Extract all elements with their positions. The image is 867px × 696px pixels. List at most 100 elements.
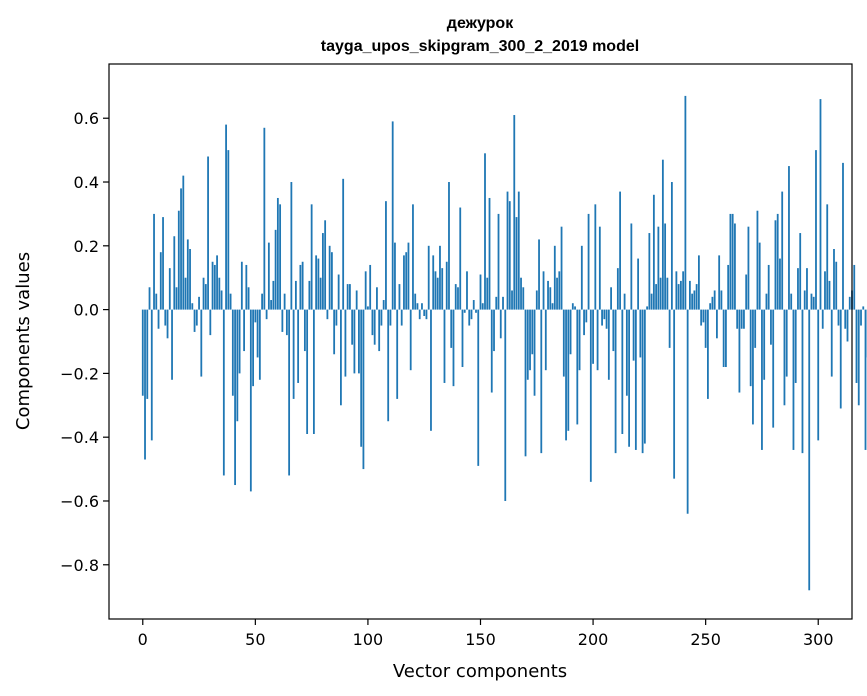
bar-component-75 — [310, 204, 313, 310]
bar-component-314 — [848, 296, 851, 310]
bar-component-17 — [180, 188, 182, 310]
bar-component-19 — [184, 277, 187, 310]
bar-component-287 — [788, 166, 790, 310]
bar-component-276 — [763, 309, 766, 380]
bar-component-214 — [623, 293, 626, 310]
bar-component-73 — [306, 309, 309, 434]
bar-component-273 — [756, 210, 759, 310]
bar-component-38 — [227, 150, 230, 310]
bar-component-243 — [688, 280, 691, 310]
bar-component-227 — [652, 194, 655, 310]
bar-component-320 — [862, 306, 865, 310]
y-tick-label: −0.2 — [60, 364, 99, 383]
bar-component-33 — [216, 255, 218, 310]
bar-component-77 — [315, 255, 318, 310]
bar-component-202 — [596, 309, 599, 371]
bar-component-57 — [270, 300, 273, 310]
bar-component-268 — [745, 274, 748, 310]
y-tick-label: 0.2 — [74, 237, 99, 256]
bar-component-26 — [200, 309, 203, 377]
bar-component-232 — [664, 223, 667, 310]
bar-component-176 — [538, 239, 540, 310]
bar-component-165 — [513, 115, 516, 310]
bar-component-301 — [819, 99, 822, 310]
bar-component-197 — [585, 309, 588, 323]
bar-component-129 — [432, 255, 435, 310]
bar-component-182 — [551, 303, 554, 310]
bar-component-272 — [754, 309, 757, 348]
bar-component-252 — [709, 303, 712, 310]
bar-component-157 — [495, 296, 498, 310]
bar-component-188 — [565, 309, 567, 441]
bar-component-187 — [562, 309, 565, 377]
x-tick-label: 300 — [803, 630, 834, 649]
bar-component-162 — [506, 191, 509, 310]
chart-title: дежурок — [447, 15, 514, 32]
bar-component-98 — [362, 309, 365, 470]
bar-component-200 — [592, 309, 594, 364]
bar-component-184 — [556, 277, 558, 310]
bar-component-148 — [475, 309, 477, 313]
bar-component-244 — [691, 293, 694, 310]
bar-component-269 — [747, 226, 750, 310]
bar-component-43 — [238, 309, 241, 374]
bar-component-36 — [222, 309, 225, 476]
bar-component-166 — [515, 217, 518, 310]
bar-component-228 — [655, 284, 658, 310]
bar-component-245 — [693, 290, 696, 310]
bar-component-303 — [824, 271, 826, 310]
bar-component-51 — [256, 309, 259, 358]
bar-component-161 — [504, 309, 507, 501]
bar-component-149 — [477, 309, 480, 466]
bar-component-128 — [430, 309, 432, 431]
bar-component-194 — [578, 309, 581, 371]
bar-component-280 — [772, 309, 775, 428]
bar-component-118 — [407, 242, 410, 310]
bar-component-21 — [189, 249, 191, 310]
bar-component-18 — [182, 175, 185, 310]
bar-component-113 — [396, 309, 399, 399]
bar-component-308 — [835, 261, 838, 310]
bar-component-313 — [846, 309, 849, 342]
bar-component-312 — [844, 309, 847, 329]
bar-component-285 — [783, 309, 786, 406]
bar-component-305 — [828, 280, 831, 310]
bar-component-199 — [589, 309, 592, 482]
bar-component-216 — [628, 309, 630, 447]
bar-component-135 — [445, 261, 448, 310]
bar-component-45 — [243, 309, 245, 352]
bar-component-31 — [211, 261, 214, 310]
bar-component-230 — [659, 277, 662, 310]
bar-component-265 — [738, 309, 741, 393]
bar-component-20 — [186, 239, 189, 310]
bar-component-49 — [252, 309, 254, 387]
bar-component-240 — [682, 271, 685, 310]
bar-component-253 — [711, 296, 714, 310]
bar-component-86 — [335, 309, 338, 326]
bar-component-309 — [837, 309, 840, 326]
bar-component-44 — [240, 261, 243, 310]
bar-component-95 — [355, 290, 358, 310]
bar-component-39 — [229, 293, 232, 310]
bar-component-23 — [193, 309, 196, 332]
bar-component-101 — [369, 264, 372, 310]
bar-component-116 — [403, 255, 405, 310]
bar-component-127 — [427, 245, 430, 310]
bar-component-99 — [364, 271, 367, 310]
bar-component-104 — [376, 287, 378, 310]
bar-component-180 — [547, 280, 549, 310]
bar-component-284 — [781, 191, 784, 310]
bar-component-146 — [470, 309, 473, 320]
bar-component-72 — [303, 309, 306, 352]
bar-component-13 — [171, 309, 173, 380]
bar-component-316 — [853, 264, 856, 310]
bar-component-125 — [423, 309, 426, 316]
bar-component-186 — [560, 226, 563, 310]
bar-component-115 — [400, 309, 403, 326]
bar-component-257 — [720, 290, 723, 310]
bar-component-300 — [817, 309, 820, 441]
y-tick-label: −0.4 — [60, 428, 99, 447]
bar-component-204 — [601, 309, 603, 326]
bar-component-307 — [833, 249, 835, 310]
